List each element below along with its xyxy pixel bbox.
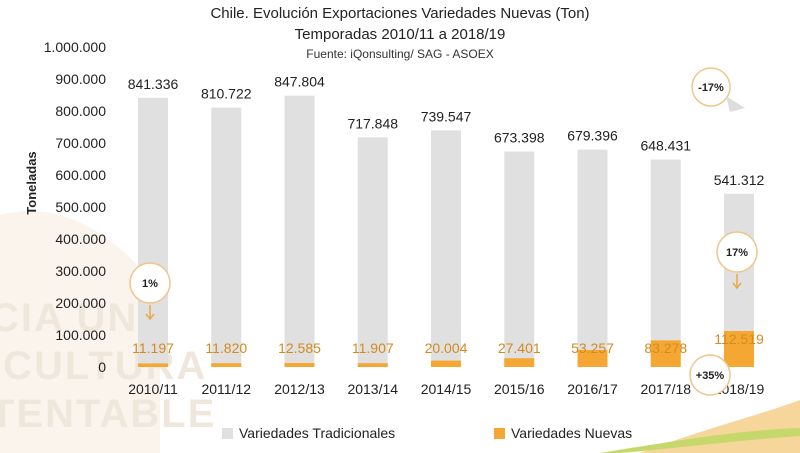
legend-swatch-traditional	[222, 427, 233, 439]
data-label-traditional: 739.547	[421, 108, 472, 124]
legend-label-new: Variedades Nuevas	[511, 425, 633, 441]
y-tick-label: 700.000	[55, 135, 106, 151]
data-label-traditional: 673.398	[494, 130, 545, 146]
callout-plus-35pct-text: +35%	[696, 370, 725, 382]
data-label-traditional: 648.431	[640, 138, 691, 154]
data-label-new: 11.197	[132, 340, 174, 356]
y-tick-label: 400.000	[55, 231, 106, 247]
callout-minus-17pct-circle	[691, 67, 731, 107]
watermark-line-2: ICULTURA	[0, 344, 208, 388]
arrow-1pct	[145, 305, 155, 321]
y-tick-label: 0	[98, 359, 106, 375]
x-tick-label: 2011/12	[201, 381, 251, 397]
callout-1pct-text: 1%	[142, 278, 158, 290]
data-label-new: 11.907	[352, 340, 394, 356]
y-tick-label: 1.000.000	[44, 39, 106, 55]
chart-source: Fuente: iQonsulting/ SAG - ASOEX	[306, 47, 494, 61]
legend-label-traditional: Variedades Tradicionales	[239, 425, 396, 441]
data-label-new: 20.004	[425, 340, 468, 356]
x-tick-label: 2017/18	[640, 381, 691, 397]
bar-new	[431, 360, 461, 367]
data-label-new: 53.257	[571, 340, 614, 356]
y-tick-label: 100.000	[55, 327, 106, 343]
chart-title: Chile. Evolución Exportaciones Variedade…	[210, 5, 590, 22]
callout-plus-35pct-circle	[689, 354, 731, 396]
x-tick-label: 2012/13	[274, 381, 325, 397]
data-label-traditional: 679.396	[567, 128, 618, 144]
corner-swoosh	[640, 400, 800, 453]
y-tick-label: 300.000	[55, 263, 106, 279]
callout-1pct-circle	[129, 262, 171, 304]
watermark-line-3: TENTABLE	[0, 392, 217, 436]
bar-new	[138, 363, 168, 367]
arrow-minus-17pct	[726, 96, 745, 112]
y-tick-label: 500.000	[55, 199, 106, 215]
y-axis-title: Toneladas	[24, 151, 39, 214]
bar-traditional	[284, 95, 315, 367]
legend-swatch-new	[494, 427, 505, 439]
callout-17pct-circle	[716, 231, 758, 273]
data-label-traditional: 847.804	[274, 74, 325, 90]
bar-traditional	[211, 107, 242, 367]
y-tick-label: 800.000	[55, 103, 106, 119]
bar-new	[357, 363, 388, 367]
data-label-traditional: 810.722	[201, 86, 252, 102]
bar-traditional	[138, 97, 168, 368]
data-label-new: 12.585	[278, 340, 321, 356]
y-tick-label: 200.000	[55, 295, 106, 311]
data-label-new: 83.278	[644, 340, 687, 356]
bar-traditional	[650, 159, 681, 367]
y-tick-label: 900.000	[55, 71, 106, 87]
data-label-traditional: 541.312	[714, 172, 765, 188]
data-label-new: 112.519	[714, 331, 764, 347]
data-label-new: 27.401	[498, 340, 541, 356]
bar-new	[650, 340, 681, 367]
bar-new	[284, 362, 315, 367]
bar-new	[211, 363, 242, 367]
x-tick-label: 2013/14	[347, 381, 398, 397]
legend-item-new: Variedades Nuevas	[494, 425, 632, 441]
x-tick-label: 2010/11	[128, 381, 178, 397]
data-label-traditional: 841.336	[128, 76, 179, 92]
data-label-new: 11.820	[205, 340, 247, 356]
callout-17pct-text: 17%	[726, 247, 748, 259]
x-tick-label: 2014/15	[421, 381, 472, 397]
bar-traditional	[504, 151, 535, 367]
x-tick-label: 2016/17	[567, 381, 618, 397]
chart-subtitle: Temporadas 2010/11 a 2018/19	[294, 26, 506, 43]
callout-minus-17pct-text: -17%	[698, 82, 724, 94]
arrow-17pct	[732, 274, 742, 290]
bar-traditional	[577, 149, 608, 367]
data-label-traditional: 717.848	[347, 115, 398, 131]
bar-traditional	[431, 130, 461, 367]
y-tick-label: 600.000	[55, 167, 106, 183]
bar-new	[504, 358, 535, 367]
bar-new	[724, 330, 754, 367]
legend-item-traditional: Variedades Tradicionales	[222, 425, 395, 441]
x-tick-label: 2015/16	[494, 381, 545, 397]
bar-new	[577, 349, 608, 367]
bar-traditional	[357, 137, 388, 367]
